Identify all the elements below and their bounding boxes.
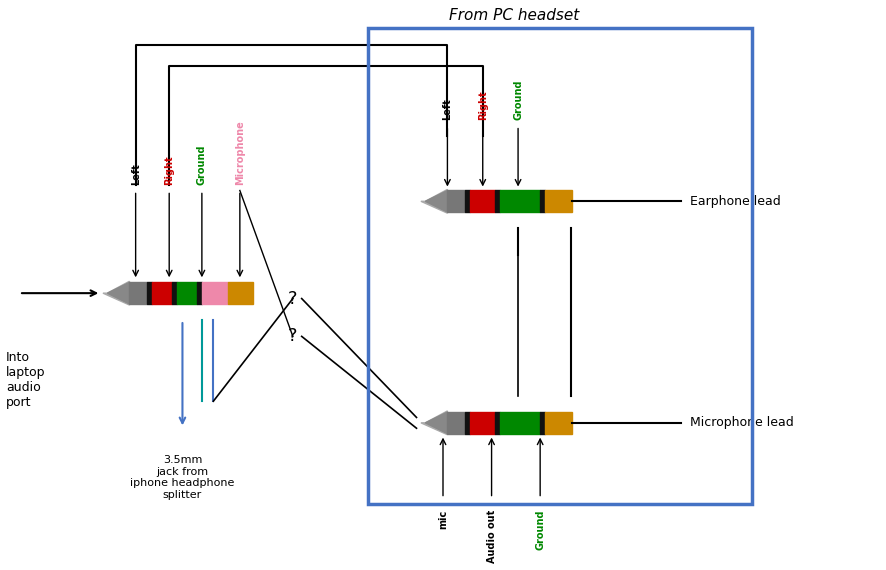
Bar [495,190,501,212]
Polygon shape [425,412,447,434]
Text: Audio out: Audio out [486,509,496,563]
Bar [470,412,495,434]
Bar [470,190,495,212]
Bar [172,282,177,304]
Text: Right: Right [164,156,175,185]
Text: ?: ? [288,290,298,308]
Bar [147,282,152,304]
Text: Left: Left [130,164,141,185]
Text: Right: Right [478,91,488,120]
Bar [501,190,540,212]
Text: Microphone: Microphone [235,120,245,185]
Bar [177,282,197,304]
Text: Earphone lead: Earphone lead [690,195,781,208]
Text: ?: ? [288,327,298,345]
Text: Ground: Ground [535,509,545,550]
Text: 3.5mm
jack from
iphone headphone
splitter: 3.5mm jack from iphone headphone splitte… [130,455,235,500]
Bar [368,28,752,504]
Polygon shape [421,411,447,435]
Text: Into
laptop
audio
port: Into laptop audio port [6,351,45,409]
Bar [495,412,501,434]
Text: From PC headset: From PC headset [449,8,579,23]
Polygon shape [103,281,129,305]
Bar [197,282,202,304]
Text: Ground: Ground [513,80,523,120]
Text: Left: Left [442,99,453,120]
Polygon shape [425,190,447,212]
Bar [540,190,546,212]
Bar [546,190,572,212]
Polygon shape [421,189,447,213]
Bar [465,412,470,434]
Bar [152,282,172,304]
Text: Microphone lead: Microphone lead [690,416,794,429]
Bar [501,412,540,434]
Bar [229,282,253,304]
Bar [447,412,465,434]
Bar [129,282,147,304]
Bar [540,412,546,434]
Bar [202,282,229,304]
Bar [447,190,465,212]
Bar [546,412,572,434]
Polygon shape [107,282,129,304]
Text: Ground: Ground [197,145,206,185]
Text: mic: mic [438,509,448,528]
Bar [465,190,470,212]
